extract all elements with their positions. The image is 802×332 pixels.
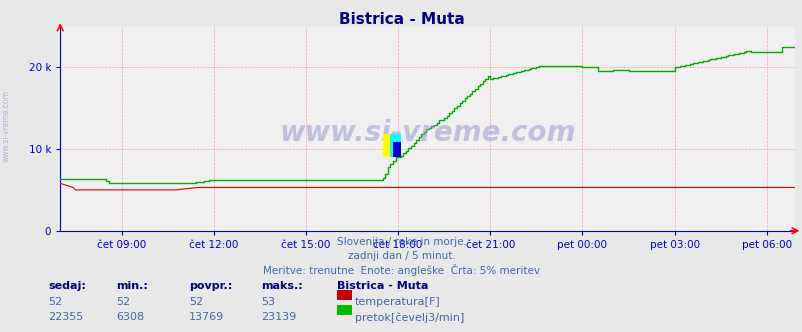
Text: 52: 52	[188, 297, 203, 307]
Text: temperatura[F]: temperatura[F]	[354, 297, 440, 307]
Text: 52: 52	[48, 297, 63, 307]
Text: www.si-vreme.com: www.si-vreme.com	[279, 119, 575, 147]
Text: sedaj:: sedaj:	[48, 281, 86, 290]
Text: www.si-vreme.com: www.si-vreme.com	[2, 90, 11, 162]
Text: povpr.:: povpr.:	[188, 281, 232, 290]
Text: 23139: 23139	[261, 312, 296, 322]
Text: maks.:: maks.:	[261, 281, 302, 290]
Text: 52: 52	[116, 297, 131, 307]
Text: Bistrica - Muta: Bistrica - Muta	[338, 12, 464, 27]
Text: Slovenija / reke in morje.: Slovenija / reke in morje.	[336, 237, 466, 247]
Text: 22355: 22355	[48, 312, 83, 322]
Text: pretok[čevelj3/min]: pretok[čevelj3/min]	[354, 312, 464, 323]
Text: 13769: 13769	[188, 312, 224, 322]
Text: Bistrica - Muta: Bistrica - Muta	[337, 281, 428, 290]
Text: 6308: 6308	[116, 312, 144, 322]
Text: 53: 53	[261, 297, 274, 307]
Text: Meritve: trenutne  Enote: angleške  Črta: 5% meritev: Meritve: trenutne Enote: angleške Črta: …	[263, 264, 539, 276]
Text: min.:: min.:	[116, 281, 148, 290]
Text: zadnji dan / 5 minut.: zadnji dan / 5 minut.	[347, 251, 455, 261]
